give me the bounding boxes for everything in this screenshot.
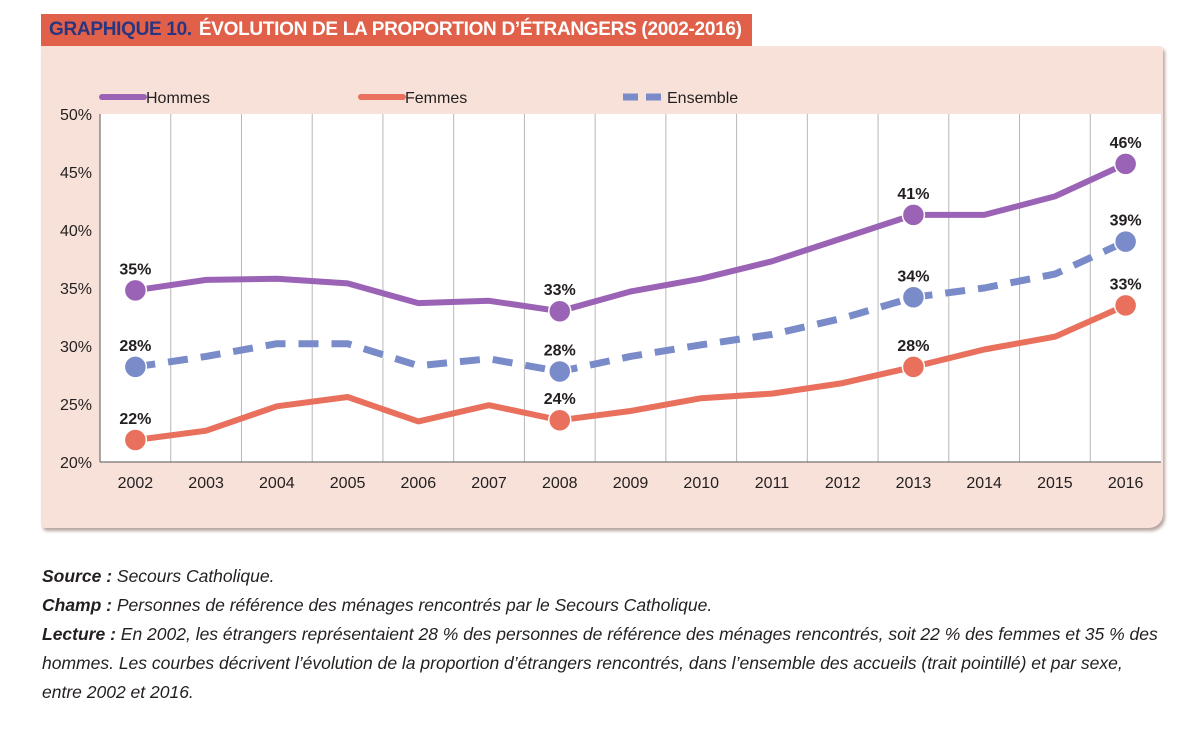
data-point-ensemble bbox=[901, 285, 926, 310]
legend-label-femmes: Femmes bbox=[405, 90, 467, 107]
data-point-femmes bbox=[1113, 293, 1138, 318]
data-label-ensemble: 28% bbox=[119, 338, 151, 355]
series-femmes: 22% 24% 28% 33% bbox=[119, 276, 1142, 452]
champ-label: Champ : bbox=[42, 595, 112, 615]
series-hommes: 35% 33% 41% 46% bbox=[119, 135, 1142, 323]
data-point-ensemble bbox=[548, 359, 572, 384]
data-point-femmes bbox=[123, 428, 148, 452]
x-tick-label: 2002 bbox=[118, 475, 154, 492]
data-label-hommes: 35% bbox=[119, 261, 151, 278]
chart-number: GRAPHIQUE 10. bbox=[49, 19, 192, 40]
series-line-hommes bbox=[132, 160, 1129, 315]
data-point-ensemble bbox=[123, 355, 148, 379]
line-chart: 20% 25% 30% 35% 40% 45% 50% 2002 2003 2004 2005 200… bbox=[60, 90, 1161, 492]
data-point-ensemble bbox=[1113, 229, 1138, 254]
data-label-ensemble: 39% bbox=[1110, 213, 1142, 230]
data-point-femmes bbox=[548, 408, 572, 432]
lecture-text: En 2002, les étrangers représentaient 28… bbox=[42, 624, 1158, 702]
x-tick-label: 2004 bbox=[259, 475, 295, 492]
y-tick-label: 40% bbox=[60, 223, 92, 240]
legend-label-hommes: Hommes bbox=[146, 90, 210, 107]
data-point-hommes bbox=[901, 203, 926, 227]
y-tick-label: 30% bbox=[60, 339, 92, 356]
source-note: Source : Secours Catholique. bbox=[42, 562, 1167, 591]
champ-text: Personnes de référence des ménages renco… bbox=[112, 595, 713, 615]
x-tick-label: 2011 bbox=[755, 475, 790, 492]
x-tick-label: 2016 bbox=[1108, 475, 1144, 492]
data-label-femmes: 24% bbox=[544, 391, 576, 408]
y-tick-label: 35% bbox=[60, 281, 92, 298]
data-point-hommes bbox=[548, 299, 572, 323]
x-tick-label: 2015 bbox=[1037, 475, 1073, 492]
data-point-hommes bbox=[1113, 152, 1138, 176]
chart-title-bar: GRAPHIQUE 10. ÉVOLUTION DE LA PROPORTION… bbox=[41, 14, 752, 46]
source-text: Secours Catholique. bbox=[112, 566, 275, 586]
data-point-femmes bbox=[901, 355, 926, 379]
data-label-hommes: 41% bbox=[897, 186, 929, 203]
chart-title: ÉVOLUTION DE LA PROPORTION D’ÉTRANGERS (… bbox=[198, 19, 742, 40]
x-tick-label: 2014 bbox=[966, 475, 1002, 492]
x-tick-label: 2008 bbox=[542, 475, 578, 492]
data-label-hommes: 46% bbox=[1110, 135, 1142, 152]
x-tick-label: 2009 bbox=[613, 475, 649, 492]
data-point-hommes bbox=[123, 278, 148, 303]
y-tick-label: 45% bbox=[60, 165, 92, 182]
lecture-note: Lecture : En 2002, les étrangers représe… bbox=[42, 620, 1167, 707]
data-label-femmes: 33% bbox=[1110, 276, 1142, 293]
chart-panel: 20% 25% 30% 35% 40% 45% 50% 2002 2003 2004 2005 200… bbox=[41, 46, 1163, 528]
y-tick-label: 20% bbox=[60, 455, 92, 472]
series-line-ensemble bbox=[134, 238, 1128, 375]
legend-label-ensemble: Ensemble bbox=[667, 90, 738, 107]
chart-notes: Source : Secours Catholique. Champ : Per… bbox=[42, 562, 1167, 707]
legend-item-hommes: Hommes bbox=[99, 90, 210, 107]
data-label-hommes: 33% bbox=[544, 282, 576, 299]
x-tick-label: 2003 bbox=[188, 475, 224, 492]
legend-item-femmes: Femmes bbox=[358, 90, 467, 107]
y-tick-label: 25% bbox=[60, 397, 92, 414]
x-tick-label: 2010 bbox=[683, 475, 719, 492]
x-tick-label: 2013 bbox=[896, 475, 932, 492]
data-label-ensemble: 34% bbox=[897, 268, 929, 285]
legend-item-ensemble: Ensemble bbox=[623, 90, 738, 107]
series-line-femmes bbox=[132, 302, 1129, 443]
source-label: Source : bbox=[42, 566, 113, 586]
lecture-label: Lecture : bbox=[42, 624, 116, 644]
x-tick-label: 2006 bbox=[401, 475, 437, 492]
x-tick-label: 2007 bbox=[471, 475, 507, 492]
data-label-femmes: 28% bbox=[897, 338, 929, 355]
data-label-ensemble: 28% bbox=[544, 343, 576, 360]
data-label-femmes: 22% bbox=[119, 411, 151, 428]
series-ensemble: 28% 28% 34% 39% bbox=[119, 213, 1142, 384]
x-tick-label: 2005 bbox=[330, 475, 366, 492]
champ-note: Champ : Personnes de référence des ménag… bbox=[42, 591, 1167, 620]
x-tick-label: 2012 bbox=[825, 475, 861, 492]
y-tick-label: 50% bbox=[60, 107, 92, 124]
